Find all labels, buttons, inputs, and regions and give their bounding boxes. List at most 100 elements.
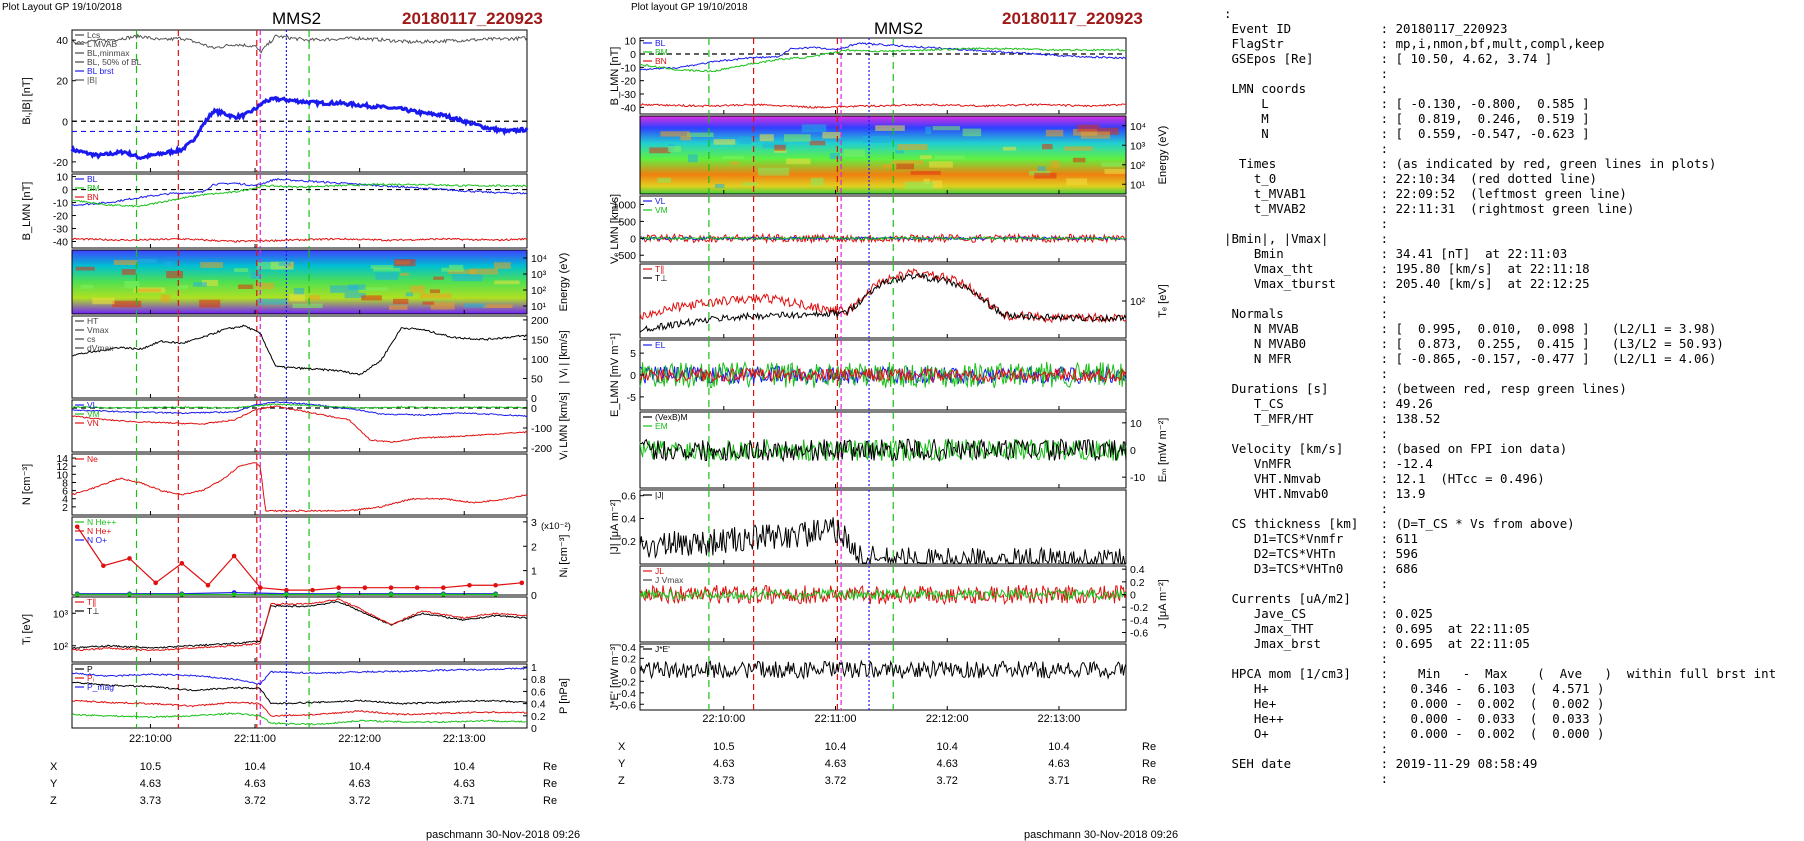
spectrogram-patch — [255, 282, 275, 290]
spectrogram-patch — [113, 259, 138, 265]
spectrogram-patch — [929, 161, 953, 168]
y-tick-label: 10 — [1130, 418, 1142, 430]
y-axis-label: |J| [μA m⁻²] — [609, 499, 621, 554]
spectrogram-patch — [657, 177, 672, 183]
time-tick-label: 22:10:00 — [129, 733, 172, 745]
spectrogram-patch — [80, 284, 94, 289]
spectrogram-patch — [361, 295, 382, 301]
right-footer: paschmann 30-Nov-2018 09:26 — [1024, 829, 1178, 841]
spectrogram-patch — [494, 280, 520, 285]
series-line-je — [639, 659, 1127, 680]
panel-frame — [639, 565, 1127, 643]
orbit-value: 4.63 — [454, 778, 475, 790]
y-tick-label: 10² — [1130, 160, 1146, 172]
series-line-t — [71, 601, 527, 649]
panel-frame — [639, 263, 1127, 339]
data-point — [441, 585, 446, 590]
panel-left-7: 10² 10³ Tᵢ [eV] T∥T⊥ — [21, 596, 528, 663]
y-axis-label: | Vᵢ | [km/s] — [558, 330, 570, 383]
spectrogram-patch — [925, 126, 932, 135]
legend-entry: J*E' — [655, 644, 670, 654]
orbit-value: 3.71 — [454, 795, 475, 807]
spectrogram-patch — [883, 164, 894, 168]
y-tick-label: 10⁴ — [1130, 121, 1146, 133]
y-tick-label: 0.2 — [621, 536, 636, 548]
spectrogram-patch — [687, 154, 698, 163]
y-tick-label: -20 — [621, 76, 636, 88]
y-tick-label: 6 — [62, 486, 68, 498]
orbit-value: 4.63 — [140, 778, 161, 790]
y-tick-label: -40 — [621, 102, 636, 114]
series-line-el — [639, 365, 1127, 386]
orbit-table-layer: 22:10:00 22:11:00 22:12:00 22:13:00 X 10.5 10.… — [50, 713, 1156, 807]
y-tick-label: -100 — [531, 423, 552, 435]
y-tick-label: 10² — [531, 285, 547, 297]
orbit-unit: Re — [543, 778, 557, 790]
orbit-value: 10.5 — [713, 741, 734, 753]
spectrogram-patch — [75, 266, 95, 271]
spectrogram-patch — [292, 303, 323, 309]
spectrogram-patch — [257, 261, 289, 270]
data-point — [205, 582, 211, 588]
panel-frame — [71, 399, 528, 453]
spectrogram-patch — [757, 167, 790, 176]
y-tick-label: 20 — [56, 76, 68, 88]
panel-frame — [639, 643, 1127, 711]
orbit-value: 10.4 — [937, 741, 958, 753]
y-tick-label: 150 — [531, 334, 549, 346]
data-point — [284, 587, 289, 593]
spectrogram-patch — [1045, 129, 1064, 137]
orbit-value: 3.72 — [825, 775, 846, 787]
panel-frame — [71, 173, 528, 249]
y-axis-label: N [cm⁻³] — [21, 464, 33, 505]
spectrogram-patch — [786, 158, 811, 165]
spectrogram-patch — [121, 269, 136, 275]
y-axis-label: P [nPa] — [558, 678, 570, 714]
y-axis-label: E_LMN [mV m⁻¹] — [609, 333, 621, 417]
y-axis-label: J [μA m⁻²] — [1157, 579, 1169, 628]
panel-frame — [71, 663, 528, 729]
series-line-bn — [640, 103, 1127, 109]
series-line-nhe — [76, 526, 522, 591]
spectrogram-patch — [410, 285, 425, 293]
y-tick-label: 0 — [62, 185, 68, 197]
time-tick-label: 22:12:00 — [338, 733, 381, 745]
y-axis-label: J*E' [nW m⁻³] — [609, 644, 621, 711]
y-tick-label: 10² — [53, 641, 69, 653]
orbit-value: 10.4 — [1048, 741, 1069, 753]
y-tick-label: 10⁴ — [531, 253, 547, 265]
legend-entry: Lcs — [87, 30, 100, 40]
spectrogram-patch — [124, 281, 140, 289]
y-tick-label: 10³ — [53, 608, 69, 620]
spectrogram-patch — [829, 153, 840, 160]
legend-entry: Ne — [87, 454, 98, 464]
y-axis-label: Energy (eV) — [1157, 126, 1169, 185]
orbit-value: 4.63 — [937, 758, 958, 770]
spectrogram-patch — [897, 143, 928, 151]
panel-frame — [71, 249, 528, 315]
spectrogram-patch — [1002, 146, 1017, 151]
legend-entry: HT — [87, 316, 98, 326]
series-line-jl — [639, 584, 1127, 606]
panel-frame — [71, 315, 528, 399]
legend-entry: EM — [655, 421, 668, 431]
spectrogram-patch — [441, 267, 464, 272]
legend-entry: T∥ — [87, 597, 96, 607]
series-line-en — [639, 366, 1127, 384]
orbit-unit: Re — [1142, 741, 1156, 753]
y-tick-label: -30 — [621, 89, 636, 101]
spectrogram-patch — [722, 155, 744, 160]
y-axis-label: Tₑ [eV] — [1157, 284, 1169, 317]
spectrogram-patch — [199, 299, 221, 308]
spectrogram-patch — [464, 303, 486, 308]
spectrogram-patch — [293, 288, 305, 296]
spectrogram-patch — [1066, 178, 1088, 185]
series-line-p — [71, 699, 528, 718]
spectrogram-patch — [166, 270, 183, 279]
series-line-vm — [71, 403, 528, 410]
spectrogram-patch — [375, 272, 398, 280]
series-line-bm — [639, 47, 1127, 73]
time-tick-label: 22:10:00 — [702, 713, 745, 725]
